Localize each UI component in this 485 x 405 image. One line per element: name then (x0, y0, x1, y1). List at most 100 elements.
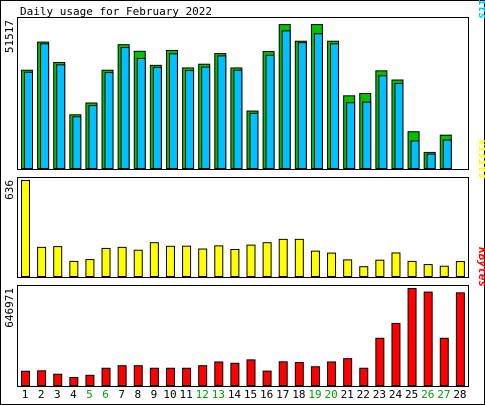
files-bar-day-26 (426, 153, 436, 169)
files-bar-day-12 (201, 66, 211, 169)
visits-bar-day-17 (278, 238, 288, 277)
visits-bar-day-20 (327, 252, 337, 278)
files-bar-day-17 (281, 30, 291, 170)
files-bar-day-24 (394, 82, 404, 169)
files-bar-day-27 (442, 139, 452, 169)
x-tick-label: 26 (421, 388, 434, 401)
panel-hits: 51517 Pages/Files/Hits (3, 0, 485, 170)
visits-bar-day-18 (294, 238, 304, 277)
files-bar-day-21 (346, 102, 356, 169)
panel-visits: 636 Visits (3, 139, 485, 278)
x-tick-label: 3 (54, 388, 61, 401)
visits-bar-day-10 (165, 245, 175, 278)
kbytes-bar-day-17 (278, 361, 288, 387)
x-tick-label: 4 (70, 388, 77, 401)
visits-bar-day-5 (85, 259, 95, 277)
files-bar-day-18 (297, 42, 307, 169)
files-bar-day-2 (40, 43, 50, 170)
chart-title: Daily usage for February 2022 (20, 5, 212, 18)
x-tick-label: 8 (134, 388, 141, 401)
x-axis-day-labels: 1 2 3 4 5 6 7 8 9 10 11 12 13 14 15 16 17 18 19 20 21 22 23 24 2… (22, 388, 467, 401)
visits-bar-day-6 (101, 247, 111, 278)
kbytes-bar-day-9 (149, 367, 159, 387)
legend-entry-kbytes: KBytes (476, 246, 485, 287)
visits-bar-day-11 (182, 245, 192, 277)
visits-bar-day-16 (262, 242, 272, 277)
x-tick-label: 11 (180, 388, 193, 401)
files-bar-day-6 (104, 72, 114, 169)
x-tick-label: 28 (453, 388, 466, 401)
files-bar-day-7 (120, 47, 130, 169)
chart-panels: 51517 Pages/Files/Hits 636 Visits 646971 KByt… (3, 0, 485, 387)
files-bar-day-16 (265, 54, 275, 169)
visits-bar-day-12 (198, 248, 208, 278)
x-tick-label: 10 (163, 388, 176, 401)
legend-entry-visits: Visits (476, 139, 485, 179)
visits-bar-day-3 (53, 246, 63, 277)
files-bar-day-4 (72, 116, 82, 170)
visits-bar-day-15 (246, 244, 256, 278)
x-tick-label: 22 (357, 388, 370, 401)
visits-bar-day-23 (375, 259, 385, 278)
kbytes-bar-day-23 (375, 337, 385, 386)
legend-entry-hits: Hits (476, 0, 485, 19)
kbytes-bar-day-26 (423, 291, 433, 387)
kbytes-bar-day-16 (262, 370, 272, 387)
x-tick-label: 24 (389, 388, 403, 401)
x-tick-label: 7 (118, 388, 125, 401)
y-max-label-visits: 636 (3, 180, 16, 200)
x-tick-label: 23 (373, 388, 386, 401)
visits-bar-day-7 (117, 246, 127, 277)
files-bar-day-8 (136, 57, 146, 170)
x-tick-label: 2 (38, 388, 45, 401)
kbytes-bar-day-8 (133, 365, 143, 387)
visits-bar-day-13 (214, 245, 224, 277)
panel-frame-kbytes (17, 285, 469, 387)
y-max-label-kbytes: 646971 (3, 288, 16, 328)
x-tick-label: 27 (437, 388, 450, 401)
visits-bar-day-4 (69, 260, 79, 278)
files-bar-day-5 (88, 105, 98, 169)
kbytes-bar-day-22 (359, 367, 369, 387)
visits-bar-day-2 (37, 246, 47, 277)
kbytes-bar-day-27 (439, 337, 449, 386)
files-bar-day-13 (217, 55, 227, 169)
visits-bar-day-27 (439, 265, 449, 277)
visits-bar-day-1 (21, 180, 30, 277)
visits-bar-day-28 (455, 261, 465, 278)
kbytes-bar-day-4 (69, 377, 79, 387)
x-tick-label: 18 (292, 388, 305, 401)
legend-kbytes: KBytes (476, 246, 485, 287)
visits-bar-day-9 (149, 242, 159, 277)
x-tick-label: 12 (196, 388, 209, 401)
files-bar-day-20 (330, 43, 340, 170)
panel-frame-visits (17, 177, 469, 278)
files-bar-day-1 (24, 71, 33, 169)
files-bar-day-19 (313, 33, 323, 169)
visits-bar-day-26 (423, 264, 433, 277)
panel-kbytes: 646971 KBytes (3, 246, 485, 387)
visits-bar-day-8 (133, 249, 143, 278)
files-bar-day-10 (168, 53, 178, 170)
x-tick-label: 9 (151, 388, 158, 401)
kbytes-bar-day-2 (37, 370, 47, 386)
x-tick-label: 19 (308, 388, 321, 401)
x-tick-label: 13 (212, 388, 225, 401)
kbytes-bar-day-3 (53, 373, 63, 386)
kbytes-bar-day-13 (214, 361, 224, 387)
x-tick-label: 1 (22, 388, 29, 401)
x-tick-label: 6 (102, 388, 109, 401)
visits-bar-day-21 (343, 259, 353, 278)
kbytes-bar-day-11 (182, 367, 192, 387)
files-bar-day-9 (152, 66, 162, 169)
kbytes-bar-day-10 (165, 367, 175, 387)
kbytes-bar-day-7 (117, 365, 127, 387)
kbytes-bar-day-19 (310, 366, 320, 386)
visits-bar-day-24 (391, 252, 401, 278)
files-bar-day-11 (185, 70, 195, 169)
x-tick-label: 21 (341, 388, 354, 401)
kbytes-bar-day-12 (198, 365, 208, 387)
kbytes-bar-day-28 (455, 292, 465, 386)
visits-bar-day-14 (230, 248, 240, 277)
